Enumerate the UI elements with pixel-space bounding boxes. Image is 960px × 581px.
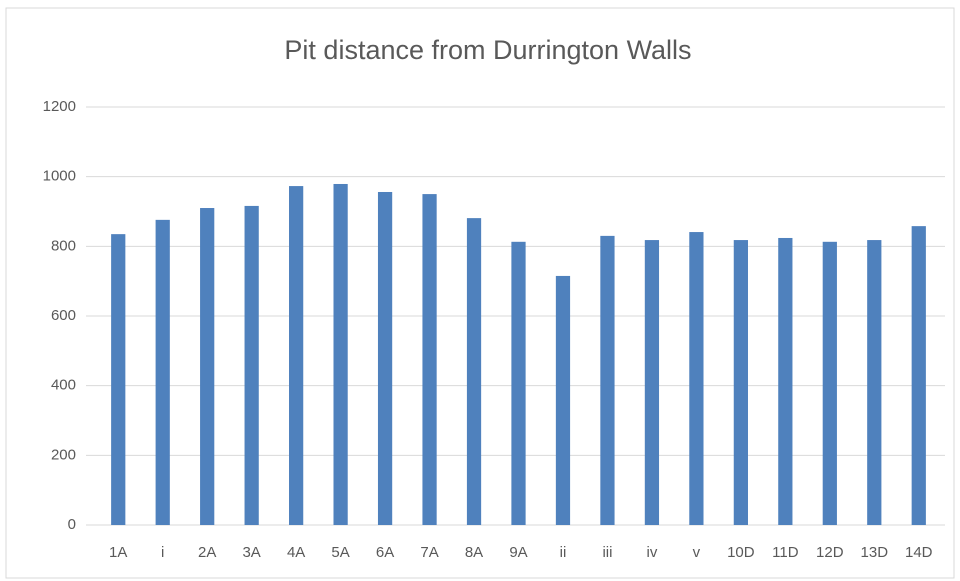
- bar: [822, 241, 837, 525]
- bar: [377, 191, 393, 525]
- chart-title: Pit distance from Durrington Walls: [284, 35, 691, 65]
- x-tick-label: 6A: [376, 544, 394, 561]
- bar: [911, 226, 926, 525]
- bar: [511, 241, 526, 525]
- x-tick-label: 14D: [905, 544, 933, 561]
- bar: [333, 183, 348, 525]
- bar: [422, 194, 437, 526]
- x-tick-label: iv: [646, 544, 657, 561]
- y-tick-label: 200: [51, 446, 76, 463]
- y-tick-label: 800: [51, 237, 76, 254]
- y-tick-label: 1000: [43, 168, 76, 185]
- bar: [644, 240, 660, 525]
- bar: [555, 275, 571, 525]
- x-tick-label: ii: [560, 544, 567, 561]
- x-tick-label: 7A: [420, 544, 438, 561]
- bar: [689, 232, 704, 525]
- bar: [778, 237, 793, 525]
- bar: [289, 186, 304, 526]
- bar: [200, 208, 215, 525]
- x-tick-label: 5A: [331, 544, 349, 561]
- y-tick-label: 400: [51, 377, 76, 394]
- bar: [244, 205, 259, 525]
- x-tick-label: 2A: [198, 544, 216, 561]
- bar: [155, 219, 170, 526]
- y-tick-label: 0: [68, 516, 76, 533]
- bar: [466, 218, 482, 525]
- x-tick-label: 9A: [509, 544, 527, 561]
- x-tick-label: v: [693, 544, 701, 561]
- x-tick-label: i: [161, 544, 164, 561]
- x-tick-label: 13D: [861, 544, 889, 561]
- x-tick-label: 4A: [287, 544, 305, 561]
- y-tick-label: 1200: [43, 98, 76, 115]
- x-tick-label: 8A: [465, 544, 483, 561]
- bar: [111, 234, 126, 525]
- bar: [600, 235, 615, 525]
- x-tick-label: iii: [602, 544, 612, 561]
- x-tick-label: 12D: [816, 544, 844, 561]
- x-tick-label: 11D: [772, 544, 799, 561]
- x-tick-label: 3A: [242, 544, 260, 561]
- bar: [733, 240, 748, 525]
- x-tick-label: 10D: [727, 544, 755, 561]
- y-tick-label: 600: [51, 307, 76, 324]
- bar: [867, 240, 882, 525]
- x-tick-label: 1A: [109, 544, 127, 561]
